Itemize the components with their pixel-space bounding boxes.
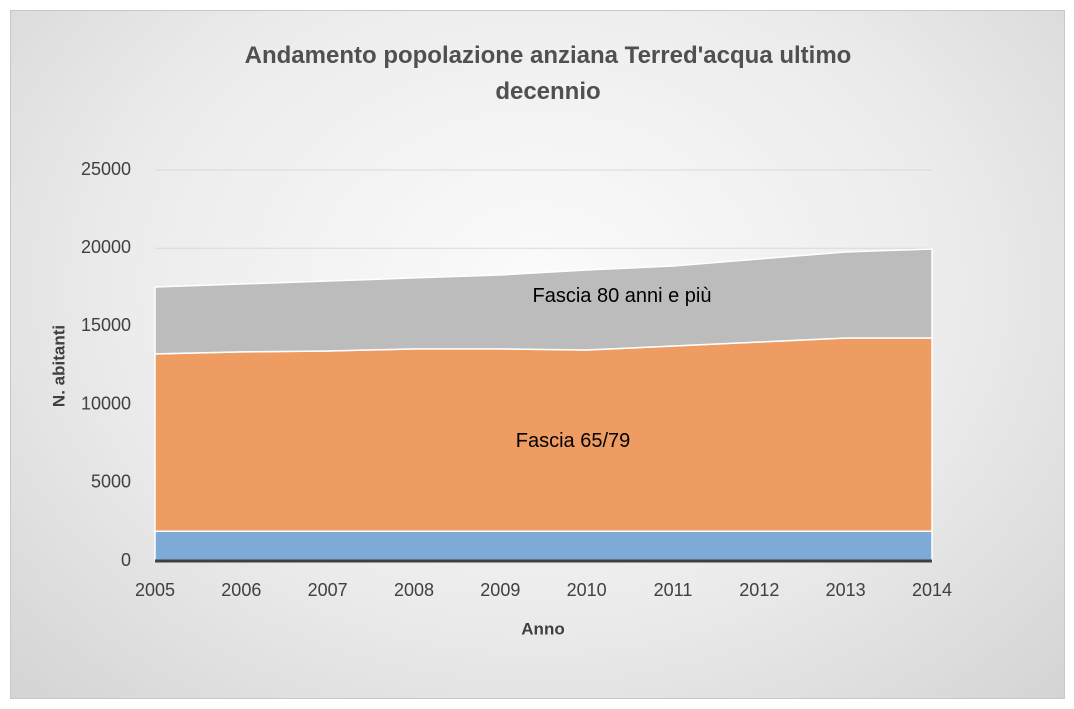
- x-tick-label: 2007: [308, 580, 348, 600]
- x-tick-label: 2008: [394, 580, 434, 600]
- x-tick-label: 2005: [135, 580, 175, 600]
- area: [154, 248, 933, 355]
- x-tick-label: 2014: [912, 580, 952, 600]
- series-label: Fascia 80 anni e più: [532, 284, 712, 307]
- series-label: Fascia 65/79: [515, 429, 631, 452]
- y-tick-label: 20000: [81, 237, 131, 257]
- x-tick-label: 2009: [480, 580, 520, 600]
- y-axis-label: N. abitanti: [49, 325, 68, 407]
- y-tick-label: 25000: [81, 159, 131, 179]
- x-tick-label: 2010: [567, 580, 607, 600]
- area: [154, 530, 933, 562]
- x-tick-label: 2013: [826, 580, 866, 600]
- y-tick-label: 15000: [81, 315, 131, 335]
- x-tick-label: 2006: [221, 580, 261, 600]
- y-tick-label: 5000: [91, 472, 131, 492]
- x-axis-label: Anno: [521, 619, 564, 638]
- y-tick-label: 10000: [81, 393, 131, 413]
- x-tick-label: 2011: [654, 580, 693, 600]
- y-tick-label: 0: [121, 550, 131, 570]
- chart-title: Andamento popolazione anziana Terred'acq…: [244, 42, 852, 105]
- x-tick-label: 2012: [739, 580, 779, 600]
